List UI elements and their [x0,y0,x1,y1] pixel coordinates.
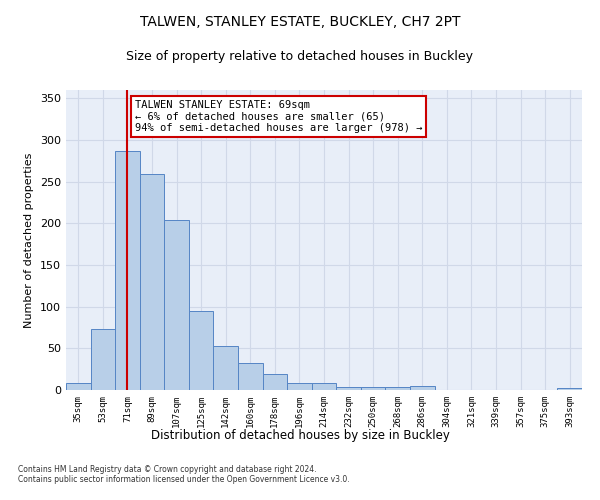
Bar [336,386,361,390]
Bar [164,220,189,390]
Bar [115,151,140,390]
Y-axis label: Number of detached properties: Number of detached properties [25,152,34,328]
Bar [214,346,238,390]
Bar [189,311,214,390]
Bar [263,374,287,390]
Text: Contains HM Land Registry data © Crown copyright and database right 2024.
Contai: Contains HM Land Registry data © Crown c… [18,465,350,484]
Bar [361,386,385,390]
Bar [66,382,91,390]
Bar [410,386,434,390]
Text: TALWEN STANLEY ESTATE: 69sqm
← 6% of detached houses are smaller (65)
94% of sem: TALWEN STANLEY ESTATE: 69sqm ← 6% of det… [135,100,422,133]
Bar [238,364,263,390]
Text: Size of property relative to detached houses in Buckley: Size of property relative to detached ho… [127,50,473,63]
Text: Distribution of detached houses by size in Buckley: Distribution of detached houses by size … [151,428,449,442]
Bar [91,329,115,390]
Bar [287,384,312,390]
Text: TALWEN, STANLEY ESTATE, BUCKLEY, CH7 2PT: TALWEN, STANLEY ESTATE, BUCKLEY, CH7 2PT [140,15,460,29]
Bar [557,388,582,390]
Bar [140,174,164,390]
Bar [385,386,410,390]
Bar [312,384,336,390]
